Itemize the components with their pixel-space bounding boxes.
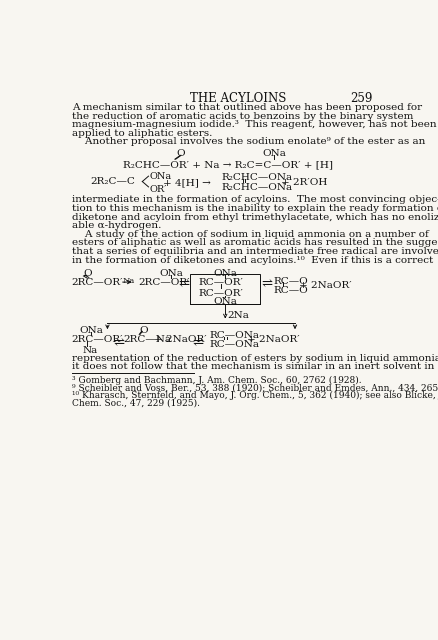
Text: ⁹ Scheibler and Voss, Ber., 53, 388 (1920); Scheibler and Emdes, Ann., 434, 265 : ⁹ Scheibler and Voss, Ber., 53, 388 (192… xyxy=(72,383,438,393)
Text: Na: Na xyxy=(123,278,135,285)
Bar xyxy=(191,274,260,305)
Text: diketone and acyloin from ethyl trimethylacetate, which has no enoliz-: diketone and acyloin from ethyl trimethy… xyxy=(72,212,438,221)
Text: esters of aliphatic as well as aromatic acids has resulted in the suggestion: esters of aliphatic as well as aromatic … xyxy=(72,239,438,248)
Text: ⇌: ⇌ xyxy=(113,336,125,349)
Text: that a series of equilibria and an intermediate free radical are involved: that a series of equilibria and an inter… xyxy=(72,247,438,256)
Text: ONa: ONa xyxy=(159,269,183,278)
Text: in the formation of diketones and acyloins.¹⁰  Even if this is a correct: in the formation of diketones and acyloi… xyxy=(72,256,433,265)
Text: + 4[H] →: + 4[H] → xyxy=(163,179,211,188)
Text: 2RC—Na: 2RC—Na xyxy=(123,335,171,344)
Text: 2RC—OR′: 2RC—OR′ xyxy=(72,335,124,344)
Text: O: O xyxy=(177,149,185,158)
Text: + 2NaOR′: + 2NaOR′ xyxy=(247,335,300,344)
Text: it does not follow that the mechanism is similar in an inert solvent in: it does not follow that the mechanism is… xyxy=(72,362,434,371)
Text: 259: 259 xyxy=(350,92,372,105)
Text: THE ACYLOINS: THE ACYLOINS xyxy=(191,92,287,105)
Text: ONa: ONa xyxy=(213,269,237,278)
Text: R₂CHC—ONa: R₂CHC—ONa xyxy=(221,173,293,182)
Text: RC—OR′: RC—OR′ xyxy=(198,278,243,287)
Text: able α-hydrogen.: able α-hydrogen. xyxy=(72,221,161,230)
Text: RC—OR′: RC—OR′ xyxy=(198,289,243,298)
Text: 2R₂C—C: 2R₂C—C xyxy=(90,177,135,186)
Text: RC—O: RC—O xyxy=(273,276,308,285)
Text: 2Na: 2Na xyxy=(228,311,250,321)
Text: Na: Na xyxy=(83,346,98,355)
Text: applied to aliphatic esters.: applied to aliphatic esters. xyxy=(72,129,212,138)
Text: 2RC—OR′: 2RC—OR′ xyxy=(138,278,190,287)
Text: RC—ONa: RC—ONa xyxy=(210,332,260,340)
Text: R₂CHC—ONa: R₂CHC—ONa xyxy=(221,183,293,192)
Text: Another proposal involves the sodium enolate⁹ of the ester as an: Another proposal involves the sodium eno… xyxy=(72,138,425,147)
Text: A mechanism similar to that outlined above has been proposed for: A mechanism similar to that outlined abo… xyxy=(72,103,422,112)
Text: + 2NaOR′: + 2NaOR′ xyxy=(299,280,352,289)
Text: ONa: ONa xyxy=(79,326,103,335)
Text: OR′: OR′ xyxy=(149,184,167,193)
Text: Chem. Soc., 47, 229 (1925).: Chem. Soc., 47, 229 (1925). xyxy=(72,398,200,407)
Text: intermediate in the formation of acyloins.  The most convincing objec-: intermediate in the formation of acyloin… xyxy=(72,195,438,204)
Text: representation of the reduction of esters by sodium in liquid ammonia,: representation of the reduction of ester… xyxy=(72,354,438,363)
Text: ⇌: ⇌ xyxy=(193,336,204,349)
Text: + 2R′OH: + 2R′OH xyxy=(281,179,328,188)
Text: the reduction of aromatic acids to benzoins by the binary system: the reduction of aromatic acids to benzo… xyxy=(72,111,413,120)
Text: magnesium-magnesium iodide.³  This reagent, however, has not been: magnesium-magnesium iodide.³ This reagen… xyxy=(72,120,436,129)
Text: ⇌: ⇌ xyxy=(179,276,190,290)
Text: O: O xyxy=(140,326,148,335)
Text: ONa: ONa xyxy=(149,172,171,181)
Text: ⇌: ⇌ xyxy=(261,276,273,290)
Text: RC—ONa: RC—ONa xyxy=(210,340,260,349)
Text: 2RC—OR′: 2RC—OR′ xyxy=(72,278,124,287)
Text: ³ Gomberg and Bachmann, J. Am. Chem. Soc., 60, 2762 (1928).: ³ Gomberg and Bachmann, J. Am. Chem. Soc… xyxy=(72,376,361,385)
Text: A study of the action of sodium in liquid ammonia on a number of: A study of the action of sodium in liqui… xyxy=(72,230,428,239)
Text: ONa: ONa xyxy=(213,297,237,306)
Text: tion to this mechanism is the inability to explain the ready formation of: tion to this mechanism is the inability … xyxy=(72,204,438,213)
Text: R₂CHC—OR′ + Na → R₂C=C—OR′ + [H]: R₂CHC—OR′ + Na → R₂C=C—OR′ + [H] xyxy=(123,160,333,169)
Text: O: O xyxy=(83,269,92,278)
Text: RC—O: RC—O xyxy=(273,286,308,295)
Text: ONa: ONa xyxy=(262,149,286,158)
Text: + 2NaOR′: + 2NaOR′ xyxy=(154,335,207,344)
Text: ¹⁰ Kharasch, Sternfeld, and Mayo, J. Org. Chem., 5, 362 (1940); see also Blicke,: ¹⁰ Kharasch, Sternfeld, and Mayo, J. Org… xyxy=(72,391,438,400)
